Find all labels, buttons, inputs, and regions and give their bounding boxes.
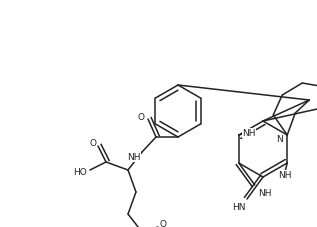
Text: NH: NH [127, 153, 141, 162]
Text: NH: NH [279, 171, 292, 180]
Text: NH: NH [258, 189, 271, 198]
Text: O: O [159, 220, 166, 227]
Text: N: N [276, 135, 283, 144]
Text: NH: NH [242, 129, 256, 138]
Text: O: O [89, 139, 96, 148]
Text: HN: HN [232, 203, 246, 212]
Text: O: O [138, 113, 145, 122]
Text: HO: HO [73, 168, 87, 177]
